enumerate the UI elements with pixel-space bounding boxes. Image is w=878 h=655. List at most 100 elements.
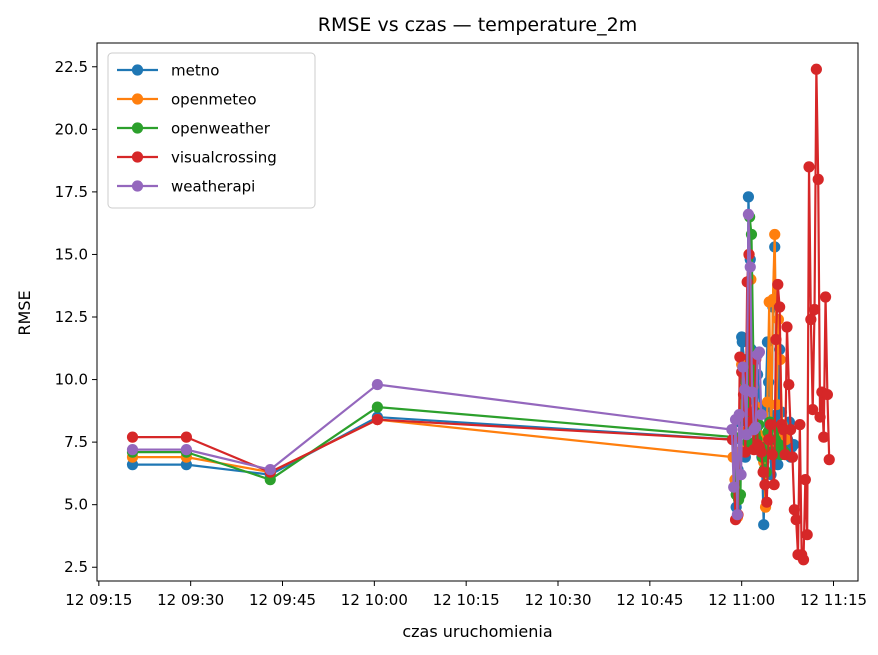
data-point [790, 514, 802, 526]
data-point [770, 398, 783, 411]
y-tick-label: 15.0 [55, 245, 88, 263]
data-point [371, 378, 384, 391]
data-point [744, 261, 756, 273]
data-point [736, 336, 748, 348]
data-point [750, 421, 762, 433]
data-point [755, 446, 767, 458]
data-point [768, 479, 780, 491]
x-tick-label: 12 09:15 [65, 591, 132, 609]
data-point [799, 474, 811, 486]
data-point [823, 454, 835, 466]
data-point [126, 431, 139, 443]
y-tick-label: 12.5 [55, 308, 88, 326]
y-tick-label: 17.5 [55, 183, 88, 201]
data-point [814, 411, 826, 423]
data-point [785, 424, 797, 436]
data-point [761, 496, 773, 508]
data-point [737, 361, 749, 373]
data-point [763, 434, 775, 446]
x-tick-label: 12 10:00 [341, 591, 408, 609]
data-point [770, 333, 782, 346]
data-point [764, 419, 777, 431]
data-point [810, 63, 822, 75]
x-axis: 12 09:15 12 09:30 12 09:45 12 10:00 12 10:15… [65, 581, 867, 609]
legend-label: visualcrossing [171, 149, 277, 167]
data-point [753, 346, 766, 358]
legend-box [107, 52, 316, 209]
series-layer [126, 63, 835, 566]
data-point [735, 469, 747, 481]
legend-label: weatherapi [171, 178, 255, 196]
data-point [801, 529, 813, 541]
data-point [772, 278, 784, 291]
data-point [769, 228, 781, 241]
legend-item-openmeteo: openmeteo [117, 91, 257, 109]
legend: metno openmeteo openweather visualcrossing w… [107, 52, 316, 209]
chart-title: RMSE vs czas — temperature_2m [318, 14, 637, 36]
data-point [759, 479, 771, 491]
data-point [180, 431, 192, 443]
data-point [788, 504, 800, 516]
data-point [371, 414, 384, 426]
data-point [812, 173, 824, 185]
series-weatherapi [126, 208, 767, 521]
y-tick-label: 7.5 [64, 433, 88, 451]
legend-item-openweather: openweather [117, 120, 271, 138]
legend-item-weatherapi: weatherapi [117, 178, 255, 196]
legend-swatch-marker [131, 151, 144, 163]
legend-swatch-marker [131, 180, 144, 192]
data-point [772, 313, 785, 326]
x-tick-label: 12 09:30 [157, 591, 224, 609]
data-point [746, 386, 758, 398]
data-point [180, 444, 192, 456]
data-point [755, 408, 767, 421]
legend-swatch-marker [131, 64, 144, 76]
data-point [807, 403, 819, 416]
data-point [786, 451, 799, 463]
data-point [731, 509, 743, 521]
x-axis-label: czas uruchomienia [402, 622, 552, 641]
data-point [797, 554, 810, 566]
data-point [767, 293, 779, 306]
y-tick-label: 5.0 [64, 496, 88, 514]
data-point [774, 301, 786, 313]
x-tick-label: 12 10:30 [524, 591, 591, 609]
data-point [264, 464, 276, 476]
data-point [742, 191, 755, 203]
data-point [742, 208, 755, 221]
plot-frame [96, 42, 859, 582]
data-point [728, 481, 740, 493]
plot-area [126, 63, 835, 566]
data-point [821, 388, 833, 401]
x-tick-label: 12 11:15 [800, 591, 867, 609]
legend-swatch-marker [131, 122, 144, 134]
y-tick-label: 2.5 [64, 558, 88, 576]
x-tick-label: 12 11:00 [708, 591, 775, 609]
legend-label: metno [171, 62, 219, 80]
legend-swatch-marker [131, 93, 144, 105]
y-tick-label: 22.5 [55, 58, 88, 76]
y-axis: 2.5 5.0 7.5 10.0 12.5 15.0 17.5 20.0 22.5 [55, 58, 97, 576]
data-point [761, 396, 773, 408]
data-point [803, 161, 815, 173]
x-tick-label: 12 10:15 [433, 591, 500, 609]
data-point [805, 313, 817, 326]
data-point [808, 303, 821, 316]
legend-item-metno: metno [117, 62, 219, 80]
data-point [818, 431, 830, 443]
y-axis-label: RMSE [15, 290, 34, 335]
x-tick-label: 12 10:45 [616, 591, 683, 609]
data-point [733, 408, 745, 421]
y-tick-label: 10.0 [55, 371, 88, 389]
data-point [794, 419, 806, 431]
legend-item-visualcrossing: visualcrossing [117, 149, 277, 167]
data-point [766, 449, 778, 461]
data-point [757, 466, 769, 478]
data-point [819, 291, 832, 303]
x-tick-label: 12 09:45 [249, 591, 316, 609]
data-point [783, 378, 795, 391]
data-point [781, 321, 793, 333]
data-point [726, 424, 738, 436]
data-point [734, 351, 746, 363]
